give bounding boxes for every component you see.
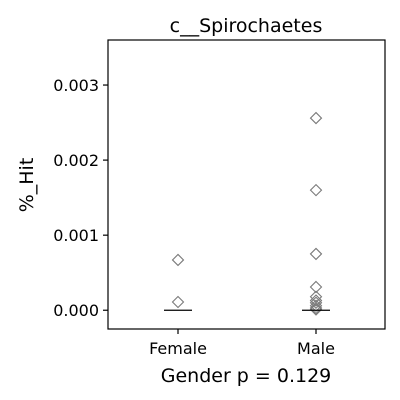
y-tick-label: 0.000 [53,301,99,320]
data-point [309,280,323,294]
x-axis: Female Male [149,329,335,358]
x-tick-label: Female [149,339,207,358]
chart-title: c__Spirochaetes [170,15,323,37]
y-tick-label: 0.003 [53,76,99,95]
data-point [309,296,323,310]
data-point [309,299,323,313]
plot-area [107,39,386,330]
y-axis: 0.000 0.001 0.002 0.003 [53,76,108,320]
x-axis-label: Gender p = 0.129 [161,365,332,387]
x-tick-label: Male [297,339,335,358]
data-point [309,294,323,307]
data-point [171,253,185,267]
y-axis-label: %_Hit [16,158,38,213]
data-point [171,295,185,309]
y-tick-label: 0.001 [53,226,99,245]
data-point [309,183,323,197]
data-point [309,111,323,125]
data-point [309,301,323,315]
data-point [309,247,323,261]
data-marks [164,111,330,316]
y-tick-label: 0.002 [53,151,99,170]
data-point [309,303,323,316]
